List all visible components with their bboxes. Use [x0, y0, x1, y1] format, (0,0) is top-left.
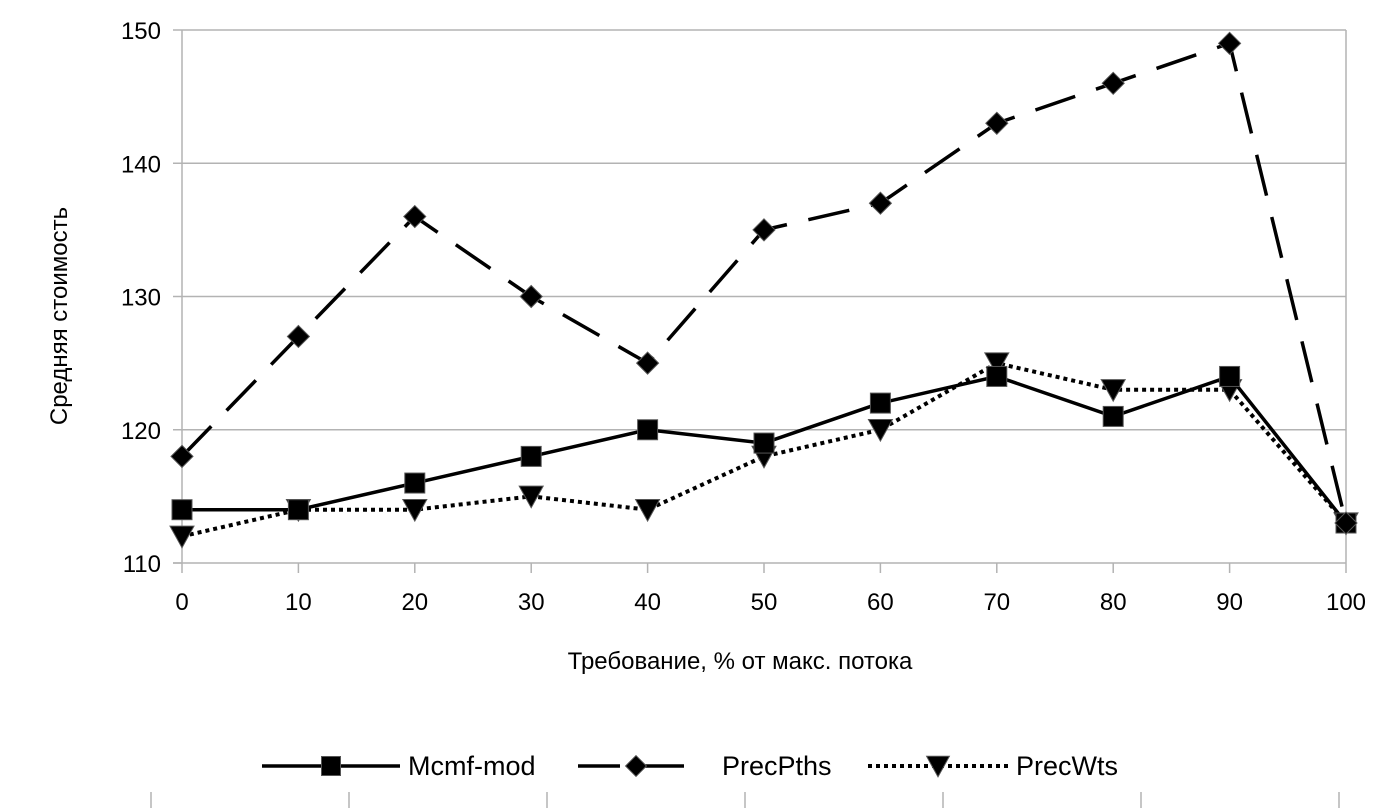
x-tick-label: 50: [751, 589, 778, 616]
data-point: [287, 499, 309, 521]
x-tick-label: 70: [983, 589, 1010, 616]
x-tick-label: 40: [634, 589, 661, 616]
data-point: [1100, 379, 1127, 403]
series-line: [181, 361, 1348, 539]
data-point: [404, 472, 426, 494]
data-point: [868, 191, 893, 215]
legend: Mcmf-mod PrecPths PrecWts: [262, 751, 1118, 781]
legend-item-PrecWts: PrecWts: [868, 751, 1118, 781]
data-point: [169, 525, 195, 549]
legend-marker: [925, 755, 951, 778]
x-tick-label: 100: [1326, 589, 1366, 616]
data-point: [985, 111, 1009, 135]
data-point: [286, 324, 311, 349]
data-point: [1334, 511, 1358, 535]
legend-label: PrecPths: [722, 751, 832, 781]
data-point: [983, 352, 1010, 376]
axes: [173, 29, 1347, 573]
data-point: [752, 218, 776, 242]
data-point: [1219, 365, 1241, 387]
data-point: [171, 499, 193, 521]
data-point: [986, 365, 1008, 387]
data-point: [170, 444, 194, 469]
data-point: [637, 419, 659, 441]
data-point: [867, 419, 894, 443]
x-tick-label: 60: [867, 589, 894, 616]
legend-marker: [624, 754, 648, 778]
x-tick-label: 90: [1216, 589, 1243, 616]
x-tick-label: 0: [175, 589, 188, 616]
y-tick-label: 120: [121, 418, 161, 445]
data-point: [1102, 405, 1124, 427]
x-tick-label: 30: [518, 589, 545, 616]
x-tick-label: 20: [401, 589, 428, 616]
y-tick-label: 130: [121, 285, 161, 312]
data-point: [635, 351, 660, 375]
series-group: [169, 31, 1359, 549]
data-point: [403, 204, 427, 229]
y-axis-label: Средняя стоимость: [46, 207, 73, 425]
x-tick-label: 10: [285, 589, 312, 616]
legend-item-PrecPths: PrecPths: [578, 751, 832, 781]
data-point: [518, 485, 545, 509]
y-tick-label: 110: [123, 551, 161, 578]
x-axis-label: Требование, % от макс. потока: [568, 648, 913, 675]
series-PrecPths: [170, 31, 1358, 535]
legend-frame-ticks: [150, 792, 1340, 808]
data-point: [1101, 71, 1125, 96]
y-axis-tick-labels: 110 120 130 140 150: [121, 18, 161, 578]
legend-label: PrecWts: [1016, 751, 1118, 781]
y-tick-label: 150: [121, 18, 161, 45]
legend-label: Mcmf-mod: [408, 751, 536, 781]
data-point: [634, 499, 661, 523]
data-point: [520, 445, 542, 467]
legend-item-Mcmf-mod: Mcmf-mod: [262, 751, 536, 781]
data-point: [519, 284, 543, 309]
x-axis-tick-labels: 0 10 20 30 40 50 60 70 80 90 100: [175, 589, 1366, 616]
data-point: [1217, 31, 1242, 56]
x-tick-label: 80: [1100, 589, 1127, 616]
legend-marker: [321, 756, 341, 776]
data-point: [869, 392, 891, 414]
grid-lines: [182, 29, 1346, 431]
data-point: [401, 499, 428, 523]
data-point: [753, 432, 775, 454]
y-tick-label: 140: [121, 151, 161, 178]
